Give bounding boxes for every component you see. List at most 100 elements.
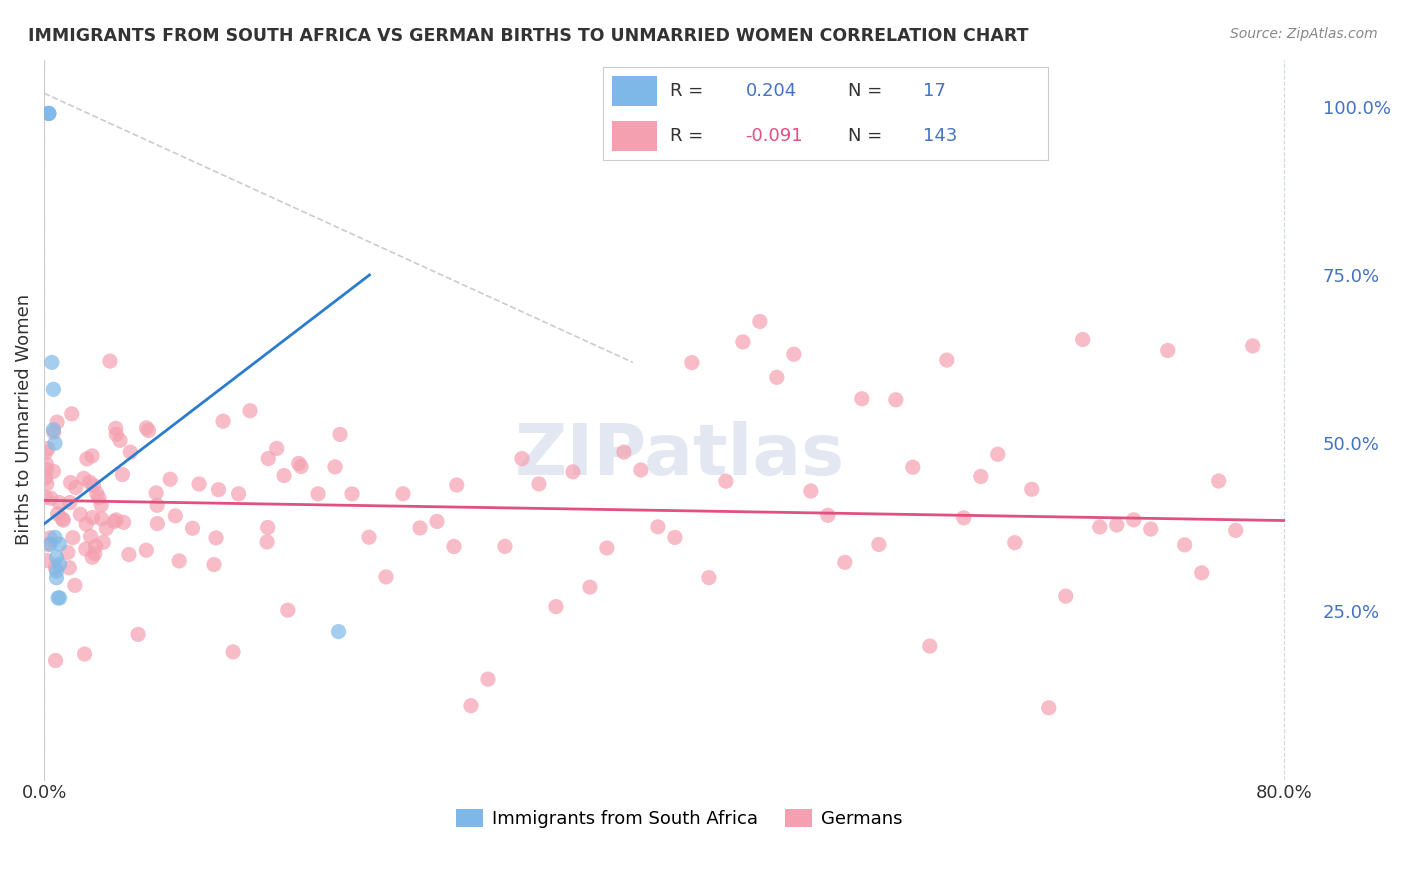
Point <box>783 347 806 361</box>
Point <box>884 392 907 407</box>
Point <box>1208 474 1230 488</box>
Point <box>127 627 149 641</box>
Point <box>118 548 141 562</box>
Point <box>613 445 636 459</box>
Point <box>851 392 873 406</box>
Point <box>44 436 66 450</box>
Point <box>82 510 104 524</box>
Point <box>714 474 737 488</box>
Point <box>952 510 974 524</box>
Point <box>1225 524 1247 538</box>
Point <box>1071 333 1094 347</box>
Point <box>510 451 533 466</box>
Point <box>48 537 70 551</box>
Point <box>918 639 941 653</box>
Point <box>35 462 58 476</box>
Point <box>103 515 125 529</box>
Point <box>901 460 924 475</box>
Point <box>145 486 167 500</box>
Point <box>266 442 288 456</box>
Point <box>79 529 101 543</box>
Point <box>1105 518 1128 533</box>
Point <box>207 483 229 497</box>
Point <box>59 495 82 509</box>
Point <box>39 531 62 545</box>
Point <box>544 599 567 614</box>
Point <box>82 478 104 492</box>
Point <box>42 464 65 478</box>
Point <box>257 451 280 466</box>
Point <box>91 535 114 549</box>
Point <box>494 540 516 554</box>
Point <box>111 467 134 482</box>
Point <box>46 415 69 429</box>
Point <box>60 407 83 421</box>
Point <box>87 491 110 505</box>
Point <box>38 106 60 120</box>
Point <box>104 421 127 435</box>
Point <box>579 580 602 594</box>
Point <box>426 515 449 529</box>
Point <box>159 472 181 486</box>
Point <box>38 106 60 120</box>
Point <box>96 521 118 535</box>
Point <box>35 553 58 567</box>
Legend: Immigrants from South Africa, Germans: Immigrants from South Africa, Germans <box>449 802 910 836</box>
Point <box>165 508 187 523</box>
Point <box>58 560 80 574</box>
Point <box>596 541 619 555</box>
Point <box>460 698 482 713</box>
Point <box>82 550 104 565</box>
Point <box>1054 589 1077 603</box>
Point <box>48 495 70 509</box>
Point <box>647 520 669 534</box>
Point <box>228 487 250 501</box>
Point <box>277 603 299 617</box>
Point <box>212 414 235 428</box>
Point <box>340 487 363 501</box>
Point <box>138 424 160 438</box>
Point <box>290 459 312 474</box>
Point <box>202 558 225 572</box>
Point <box>34 471 56 485</box>
Point <box>222 645 245 659</box>
Point <box>1021 483 1043 497</box>
Point <box>90 498 112 512</box>
Text: IMMIGRANTS FROM SOUTH AFRICA VS GERMAN BIRTHS TO UNMARRIED WOMEN CORRELATION CHA: IMMIGRANTS FROM SOUTH AFRICA VS GERMAN B… <box>28 27 1029 45</box>
Point <box>287 456 309 470</box>
Point <box>1004 535 1026 549</box>
Point <box>664 530 686 544</box>
Point <box>392 487 415 501</box>
Point <box>167 554 190 568</box>
Text: ZIPatlas: ZIPatlas <box>515 421 845 490</box>
Point <box>45 550 67 565</box>
Point <box>181 521 204 535</box>
Point <box>748 314 770 328</box>
Point <box>527 476 550 491</box>
Point <box>59 475 82 490</box>
Point <box>90 512 112 526</box>
Point <box>62 531 84 545</box>
Point <box>45 653 67 667</box>
Point <box>79 475 101 489</box>
Point <box>731 334 754 349</box>
Point <box>681 356 703 370</box>
Point <box>477 672 499 686</box>
Point <box>35 490 58 504</box>
Point <box>970 469 993 483</box>
Point <box>561 465 583 479</box>
Point <box>86 486 108 500</box>
Point <box>1157 343 1180 358</box>
Point <box>46 591 69 605</box>
Point <box>108 434 131 448</box>
Point <box>1122 513 1144 527</box>
Point <box>1174 538 1197 552</box>
Point <box>84 539 107 553</box>
Point <box>817 508 839 523</box>
Text: Source: ZipAtlas.com: Source: ZipAtlas.com <box>1230 27 1378 41</box>
Point <box>44 560 66 574</box>
Y-axis label: Births to Unmarried Women: Births to Unmarried Women <box>15 294 32 545</box>
Point <box>443 540 465 554</box>
Point <box>37 538 59 552</box>
Point <box>35 457 58 471</box>
